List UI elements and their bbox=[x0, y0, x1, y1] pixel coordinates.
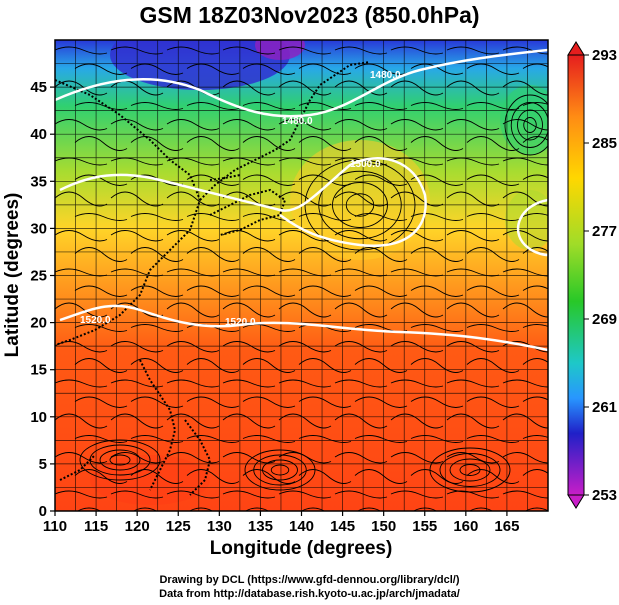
circulation-loop bbox=[345, 193, 375, 217]
x-tick-label: 160 bbox=[453, 518, 478, 535]
streamline bbox=[74, 285, 548, 297]
streamline bbox=[55, 191, 548, 207]
y-tick-label: 45 bbox=[30, 79, 47, 96]
streamline bbox=[74, 358, 548, 373]
contour-label: 1480.0 bbox=[282, 116, 313, 127]
y-tick-label: 0 bbox=[39, 503, 47, 520]
x-axis: 110 115 120 125 130 135 140 145 150 155 160 165 bbox=[43, 511, 519, 535]
y-axis-title: Latitude (degrees) bbox=[2, 193, 23, 358]
x-tick-label: 130 bbox=[207, 518, 232, 535]
x-axis-title: Longitude (degrees) bbox=[210, 538, 393, 559]
colorbar-ramp bbox=[567, 54, 585, 496]
y-axis: 0 5 10 15 20 25 30 35 40 45 bbox=[30, 79, 55, 520]
colorbar-bottom-arrow bbox=[567, 494, 585, 509]
streamline bbox=[74, 136, 548, 151]
streamline bbox=[74, 435, 548, 443]
colorbar-tick-label: 277 bbox=[592, 223, 617, 240]
streamline bbox=[55, 230, 548, 242]
colorbar-tick-label: 253 bbox=[592, 487, 617, 504]
circulation-loop bbox=[510, 102, 548, 148]
colorbar: 293 285 277 269 261 253 bbox=[567, 41, 617, 509]
colorbar-tick-label: 269 bbox=[592, 311, 617, 328]
coastlines bbox=[55, 61, 371, 496]
circulation-loop bbox=[318, 170, 402, 240]
colorbar-tick-label: 261 bbox=[592, 399, 617, 416]
y-tick-label: 10 bbox=[30, 409, 47, 426]
x-tick-label: 155 bbox=[412, 518, 437, 535]
credit-drawing: Drawing by DCL (https://www.gfd-dennou.o… bbox=[159, 574, 460, 586]
x-tick-label: 145 bbox=[330, 518, 355, 535]
circulation-loop bbox=[79, 439, 161, 481]
streamline bbox=[74, 396, 548, 408]
circulation-loop bbox=[429, 447, 511, 493]
streamline bbox=[55, 268, 548, 277]
x-tick-label: 165 bbox=[494, 518, 519, 535]
x-tick-label: 135 bbox=[248, 518, 273, 535]
circulation-loop bbox=[449, 458, 491, 482]
temperature-field: 1480.0 1480.0 1500.0 1520.0 1520.0 bbox=[55, 40, 548, 511]
colorbar-tick-label: 293 bbox=[592, 47, 617, 64]
circulation-loop bbox=[270, 464, 290, 476]
circulation-loop bbox=[253, 454, 307, 486]
circulation-loop bbox=[523, 117, 537, 133]
y-tick-label: 35 bbox=[30, 173, 47, 190]
circulation-loop bbox=[109, 454, 131, 466]
y-tick-label: 25 bbox=[30, 268, 47, 285]
streamline bbox=[74, 469, 548, 484]
circulation-loop bbox=[244, 449, 316, 491]
credit-data: Data from http://database.rish.kyoto-u.a… bbox=[159, 588, 460, 600]
y-tick-label: 15 bbox=[30, 362, 47, 379]
circulation-loop bbox=[332, 182, 388, 228]
streamline bbox=[55, 379, 548, 388]
circulation-loop bbox=[262, 459, 298, 481]
y-tick-label: 20 bbox=[30, 315, 47, 332]
streamline bbox=[55, 490, 548, 499]
streamline bbox=[55, 119, 548, 131]
x-tick-label: 140 bbox=[289, 518, 314, 535]
geopotential-contours bbox=[55, 48, 548, 352]
map-title: GSM 18Z03Nov2023 (850.0hPa) bbox=[139, 2, 480, 28]
wind-streamlines bbox=[55, 46, 548, 511]
grid-lines bbox=[55, 40, 548, 511]
contour-label: 1500.0 bbox=[350, 159, 381, 170]
streamline bbox=[55, 413, 548, 429]
x-tick-label: 125 bbox=[166, 518, 191, 535]
y-tick-label: 30 bbox=[30, 220, 47, 237]
contour-labels: 1480.0 1480.0 1500.0 1520.0 1520.0 bbox=[80, 70, 401, 328]
circulation-loop bbox=[517, 109, 543, 141]
streamline bbox=[74, 63, 548, 75]
x-tick-label: 150 bbox=[371, 518, 396, 535]
y-tick-label: 40 bbox=[30, 126, 47, 143]
x-tick-label: 110 bbox=[43, 518, 67, 535]
circulation-loop bbox=[439, 453, 501, 487]
contour-label: 1480.0 bbox=[370, 70, 401, 81]
x-tick-label: 115 bbox=[84, 518, 108, 535]
circulation-loop bbox=[99, 449, 141, 471]
streamline bbox=[74, 247, 548, 262]
contour-label: 1520.0 bbox=[80, 315, 111, 326]
colorbar-top-arrow bbox=[567, 41, 585, 56]
y-tick-label: 5 bbox=[39, 456, 47, 473]
contour-label: 1520.0 bbox=[225, 317, 256, 328]
streamline bbox=[55, 46, 548, 55]
circulation-loop bbox=[459, 464, 481, 476]
colorbar-tick-label: 285 bbox=[592, 135, 617, 152]
circulation-loop bbox=[504, 94, 548, 156]
streamline bbox=[74, 102, 548, 110]
x-tick-label: 120 bbox=[125, 518, 150, 535]
